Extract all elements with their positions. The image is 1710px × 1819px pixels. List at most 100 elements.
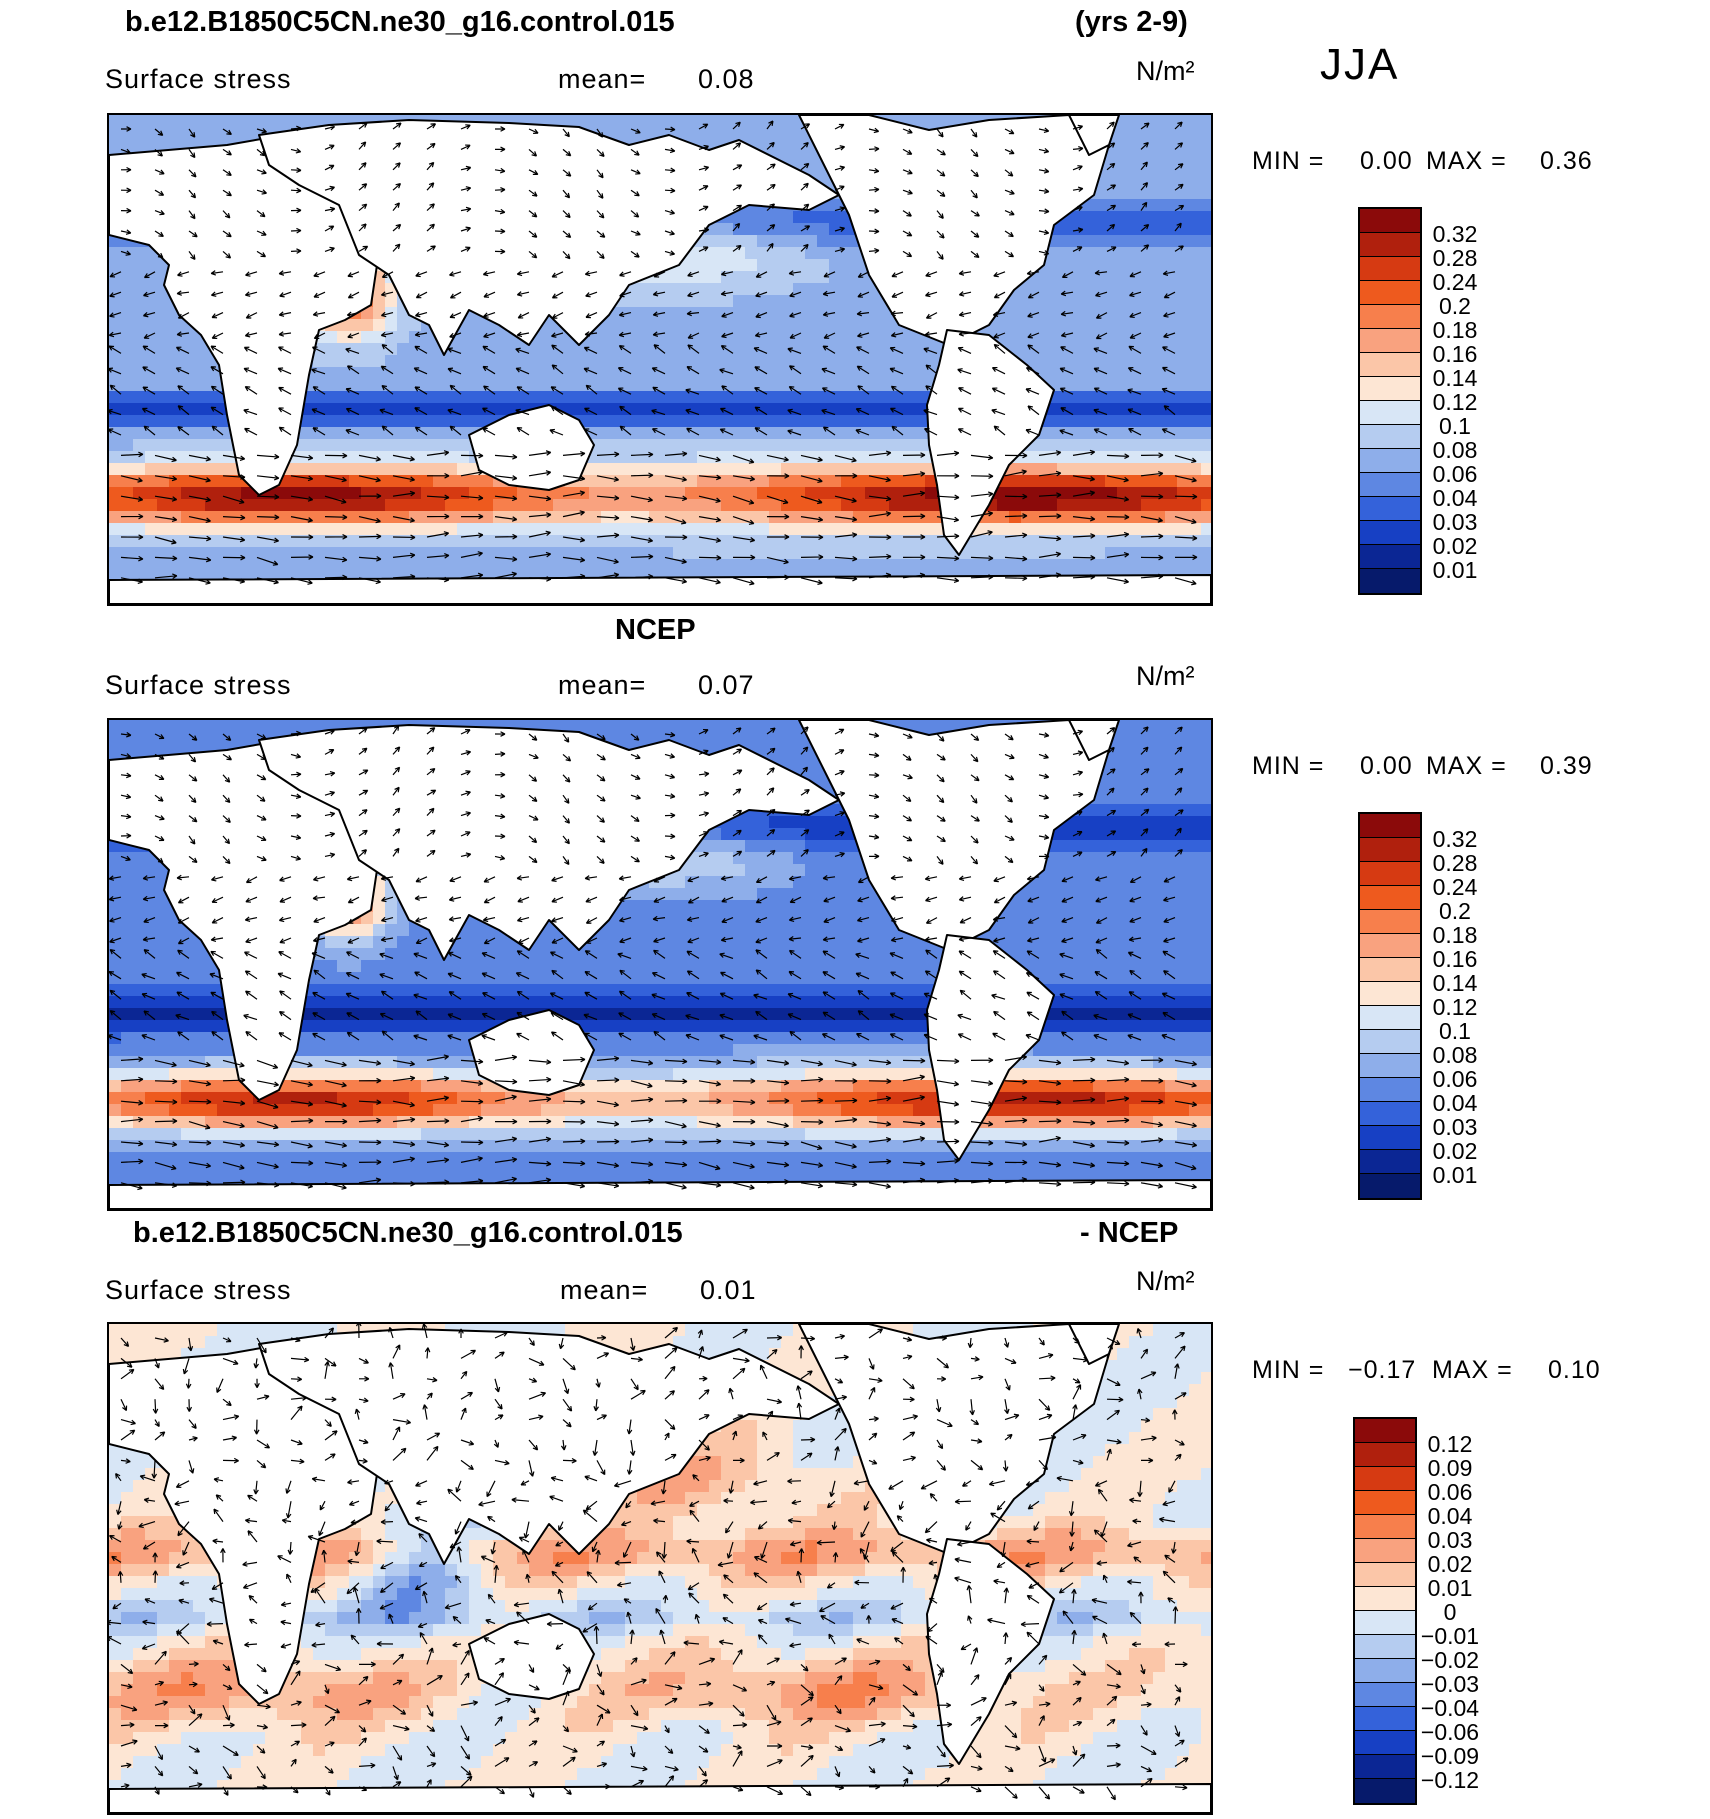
colorbar-swatch: [1355, 1515, 1415, 1539]
colorbar-tick-label: 0.03: [1432, 1114, 1478, 1140]
colorbar-swatch: [1360, 1078, 1420, 1102]
colorbar-swatch: [1360, 569, 1420, 593]
colorbar-tick-label: 0.06: [1432, 461, 1478, 487]
colorbar-tick-label: −0.04: [1420, 1695, 1480, 1721]
panel1-mean-label: mean=: [558, 64, 647, 94]
colorbar-tick-label: 0.02: [1427, 1551, 1473, 1577]
colorbar-swatch: [1360, 377, 1420, 401]
colorbar-tick-label: 0.02: [1432, 533, 1478, 559]
colorbar-swatch: [1360, 545, 1420, 569]
colorbar-swatch: [1360, 305, 1420, 329]
colorbar-swatch: [1355, 1659, 1415, 1683]
panel2-map: [107, 718, 1213, 1211]
colorbar-tick-label: 0.04: [1432, 1090, 1478, 1116]
colorbar-tick-label: 0.1: [1439, 1018, 1471, 1044]
continents: [109, 1324, 1211, 1813]
panel2-mean-value: 0.07: [698, 670, 755, 700]
colorbar-tick-label: 0.14: [1432, 365, 1478, 391]
panel2-variable: Surface stress: [105, 670, 292, 700]
colorbar-tick-label: 0.12: [1427, 1431, 1473, 1457]
colorbar-tick-label: 0.06: [1427, 1479, 1473, 1505]
colorbar-swatch: [1360, 353, 1420, 377]
panel2-min-value: 0.00: [1360, 752, 1413, 780]
colorbar-tick-label: 0.16: [1432, 341, 1478, 367]
colorbar-tick-label: 0.12: [1432, 389, 1478, 415]
colorbar-swatch: [1360, 497, 1420, 521]
panel3-min-value: −0.17: [1348, 1356, 1417, 1384]
colorbar-swatch: [1355, 1467, 1415, 1491]
colorbar-tick-label: 0.28: [1432, 245, 1478, 271]
colorbar-swatch: [1360, 233, 1420, 257]
colorbar-swatch: [1355, 1491, 1415, 1515]
colorbar-swatch: [1355, 1707, 1415, 1731]
colorbar-tick-label: 0.24: [1432, 874, 1478, 900]
colorbar-tick-label: 0.09: [1427, 1455, 1473, 1481]
years-label: (yrs 2-9): [1075, 6, 1188, 38]
surface-stress-map-model: [109, 115, 1211, 604]
colorbar-swatch: [1355, 1779, 1415, 1803]
colorbar-swatch: [1360, 257, 1420, 281]
colorbar-tick-label: 0.28: [1432, 850, 1478, 876]
colorbar-tick-label: 0.24: [1432, 269, 1478, 295]
colorbar-tick-label: 0.03: [1432, 509, 1478, 535]
colorbar-swatch: [1360, 1126, 1420, 1150]
colorbar-swatch: [1360, 473, 1420, 497]
colorbar-swatch: [1360, 838, 1420, 862]
colorbar-tick-label: 0.2: [1439, 898, 1471, 924]
panel3-variable: Surface stress: [105, 1275, 292, 1305]
colorbar-swatch: [1355, 1563, 1415, 1587]
panel3-colorbar: [1353, 1417, 1417, 1805]
colorbar-swatch: [1360, 958, 1420, 982]
colorbar-swatch: [1360, 449, 1420, 473]
continents: [109, 720, 1211, 1209]
colorbar-tick-label: −0.03: [1420, 1671, 1480, 1697]
colorbar-tick-label: 0.1: [1439, 413, 1471, 439]
colorbar-swatch: [1360, 1054, 1420, 1078]
colorbar-swatch: [1355, 1443, 1415, 1467]
surface-stress-map-difference: [109, 1324, 1211, 1813]
colorbar-swatch: [1360, 1006, 1420, 1030]
case-title: b.e12.B1850C5CN.ne30_g16.control.015: [125, 6, 675, 38]
surface-stress-map-ncep: [109, 720, 1211, 1209]
colorbar-tick-label: 0.04: [1427, 1503, 1473, 1529]
panel1-max-label: MAX =: [1426, 147, 1507, 175]
colorbar-swatch: [1355, 1755, 1415, 1779]
colorbar-swatch: [1360, 982, 1420, 1006]
panel3-mean-label: mean=: [560, 1275, 649, 1305]
panel1-mean-value: 0.08: [698, 64, 755, 94]
colorbar-tick-label: 0: [1443, 1599, 1457, 1625]
season-label: JJA: [1320, 40, 1400, 89]
colorbar-swatch: [1360, 886, 1420, 910]
colorbar-swatch: [1355, 1419, 1415, 1443]
panel2-max-value: 0.39: [1540, 752, 1593, 780]
panel1-variable: Surface stress: [105, 64, 292, 94]
colorbar-swatch: [1360, 862, 1420, 886]
colorbar-tick-label: 0.08: [1432, 1042, 1478, 1068]
colorbar-tick-label: 0.18: [1432, 922, 1478, 948]
colorbar-swatch: [1360, 1030, 1420, 1054]
colorbar-swatch: [1360, 1102, 1420, 1126]
panel2-mean-label: mean=: [558, 670, 647, 700]
wind-vectors: [109, 1324, 1189, 1801]
panel1-units: N/m²: [1136, 56, 1195, 86]
colorbar-swatch: [1360, 521, 1420, 545]
colorbar-tick-label: −0.06: [1420, 1719, 1480, 1745]
colorbar-tick-label: −0.01: [1420, 1623, 1480, 1649]
colorbar-swatch: [1360, 1174, 1420, 1198]
colorbar-swatch: [1355, 1587, 1415, 1611]
colorbar-tick-label: 0.18: [1432, 317, 1478, 343]
panel3-title-left: b.e12.B1850C5CN.ne30_g16.control.015: [133, 1217, 683, 1249]
colorbar-tick-label: 0.03: [1427, 1527, 1473, 1553]
colorbar-swatch: [1360, 1150, 1420, 1174]
colorbar-tick-label: 0.01: [1427, 1575, 1473, 1601]
colorbar-swatch: [1355, 1683, 1415, 1707]
colorbar-swatch: [1360, 814, 1420, 838]
colorbar-tick-label: 0.32: [1432, 826, 1478, 852]
colorbar-swatch: [1360, 329, 1420, 353]
colorbar-swatch: [1360, 910, 1420, 934]
colorbar-tick-label: 0.02: [1432, 1138, 1478, 1164]
panel3-max-label: MAX =: [1432, 1356, 1513, 1384]
colorbar-tick-label: 0.14: [1432, 970, 1478, 996]
colorbar-tick-label: 0.08: [1432, 437, 1478, 463]
panel3-units: N/m²: [1136, 1266, 1195, 1296]
